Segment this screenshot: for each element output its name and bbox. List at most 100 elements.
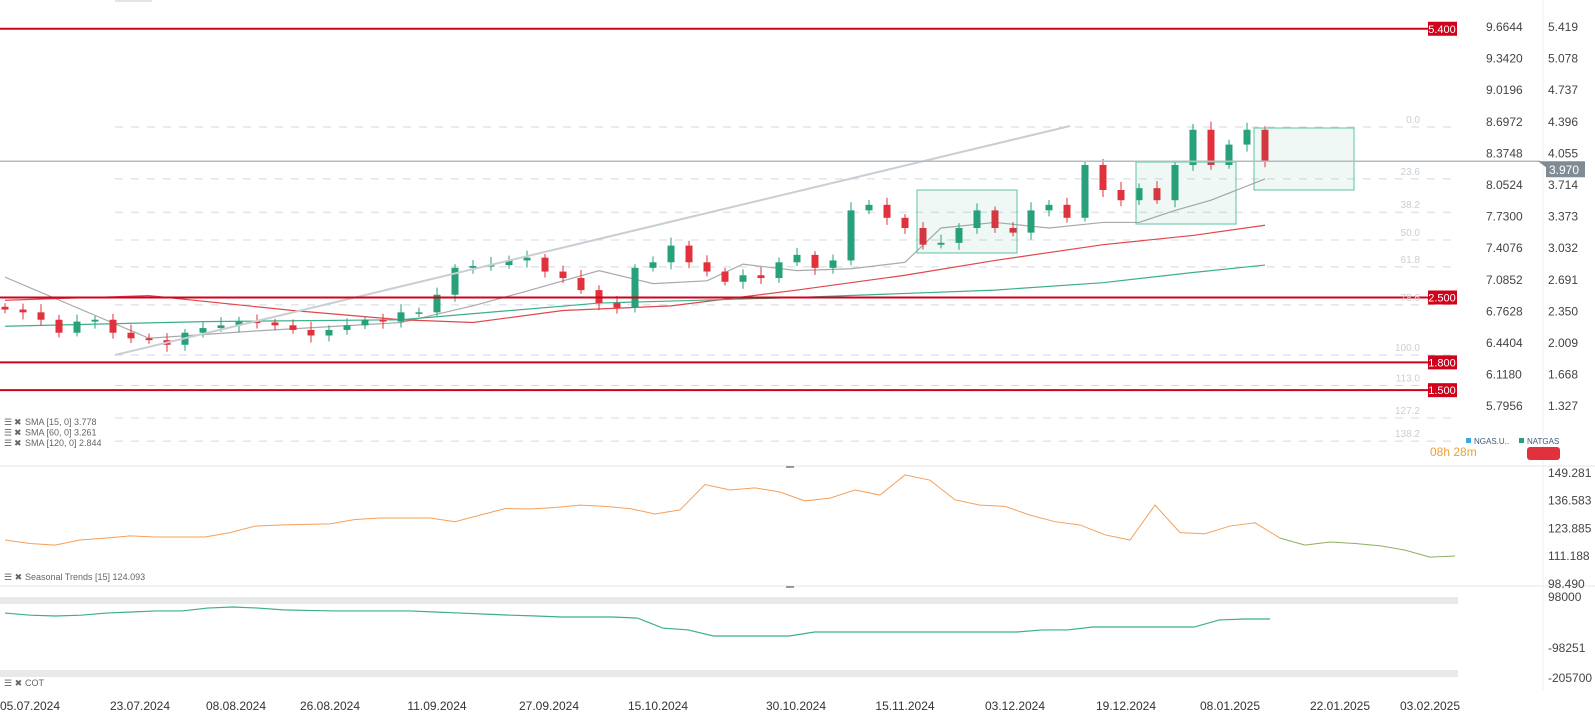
candle-down[interactable] bbox=[109, 319, 117, 333]
consolidation-box[interactable] bbox=[916, 189, 1018, 254]
candle-down[interactable] bbox=[685, 245, 693, 263]
indicator-menu-icon[interactable]: ☰ bbox=[4, 438, 12, 448]
candle-up[interactable] bbox=[91, 319, 99, 322]
sma-line-0[interactable] bbox=[4, 178, 1266, 339]
candle-down[interactable] bbox=[1009, 228, 1017, 233]
candle-down[interactable] bbox=[1261, 129, 1269, 162]
panel-resize-handle[interactable] bbox=[786, 586, 794, 588]
candle-up[interactable] bbox=[505, 260, 513, 266]
candle-up[interactable] bbox=[1081, 164, 1089, 218]
candle-down[interactable] bbox=[253, 321, 261, 324]
candle-down[interactable] bbox=[721, 271, 729, 282]
candle-down[interactable] bbox=[613, 303, 621, 308]
candle-up[interactable] bbox=[1045, 204, 1053, 211]
seasonal-trend-line[interactable] bbox=[4, 474, 1281, 546]
candle-down[interactable] bbox=[811, 254, 819, 268]
candle-down[interactable] bbox=[37, 312, 45, 320]
candle-down[interactable] bbox=[55, 319, 63, 333]
candle-down[interactable] bbox=[559, 271, 567, 279]
indicator-menu-icon[interactable]: ☰ bbox=[4, 428, 12, 438]
level-tag[interactable] bbox=[1428, 290, 1457, 305]
candle-up[interactable] bbox=[469, 265, 477, 268]
candle-up[interactable] bbox=[1243, 129, 1251, 145]
left-axis-tick: 6.7628 bbox=[1486, 304, 1523, 318]
candle-up[interactable] bbox=[865, 204, 873, 211]
right-axis-tick: 5.078 bbox=[1548, 52, 1578, 66]
indicator-close-icon[interactable]: ✖ bbox=[14, 428, 22, 438]
natgas-action-button[interactable] bbox=[1527, 447, 1560, 460]
candle-down[interactable] bbox=[1117, 190, 1125, 201]
seasonal-forecast-line[interactable] bbox=[1279, 537, 1456, 558]
level-tag[interactable] bbox=[1428, 21, 1457, 36]
candle-down[interactable] bbox=[289, 325, 297, 330]
cot-line[interactable] bbox=[4, 606, 1270, 637]
candle-up[interactable] bbox=[739, 275, 747, 282]
level-tag[interactable] bbox=[1428, 355, 1457, 370]
sma-line-1[interactable] bbox=[4, 224, 1266, 324]
right-axis-tick: 2.009 bbox=[1548, 336, 1578, 350]
candle-down[interactable] bbox=[757, 275, 765, 279]
candle-up[interactable] bbox=[793, 254, 801, 263]
panel-resize-handle[interactable] bbox=[786, 466, 794, 468]
candle-down[interactable] bbox=[1153, 188, 1161, 201]
trend-line[interactable] bbox=[114, 125, 1071, 356]
indicator-close-icon[interactable]: ✖ bbox=[14, 438, 22, 448]
candle-up[interactable] bbox=[235, 321, 243, 326]
candle-up[interactable] bbox=[199, 328, 207, 333]
candle-up[interactable] bbox=[1171, 164, 1179, 201]
candle-up[interactable] bbox=[523, 257, 531, 261]
candle-up[interactable] bbox=[325, 329, 333, 336]
candle-down[interactable] bbox=[1099, 164, 1107, 191]
candle-up[interactable] bbox=[1027, 210, 1035, 233]
candle-down[interactable] bbox=[541, 257, 549, 272]
natgas-legend-label[interactable]: NATGAS bbox=[1527, 437, 1559, 446]
indicator-menu-icon[interactable]: ☰ bbox=[4, 417, 12, 427]
candle-up[interactable] bbox=[433, 294, 441, 313]
candle-up[interactable] bbox=[775, 262, 783, 279]
right-axis-tick: 4.055 bbox=[1548, 146, 1578, 160]
candle-up[interactable] bbox=[1189, 129, 1197, 165]
candle-down[interactable] bbox=[271, 322, 279, 326]
candle-up[interactable] bbox=[217, 325, 225, 329]
candle-up[interactable] bbox=[829, 260, 837, 268]
consolidation-box[interactable] bbox=[1253, 127, 1355, 191]
level-tag[interactable] bbox=[1428, 383, 1457, 398]
candle-down[interactable] bbox=[307, 329, 315, 336]
candle-down[interactable] bbox=[883, 204, 891, 218]
fib-level-label: 38.2 bbox=[1401, 200, 1421, 211]
candle-down[interactable] bbox=[127, 332, 135, 339]
indicator-menu-icon[interactable]: ☰ ✖ bbox=[4, 572, 22, 582]
candle-down[interactable] bbox=[19, 309, 27, 313]
scroll-handle[interactable] bbox=[115, 0, 152, 2]
candle-down[interactable] bbox=[919, 228, 927, 245]
candle-up[interactable] bbox=[973, 210, 981, 229]
candle-up[interactable] bbox=[415, 312, 423, 314]
candle-down[interactable] bbox=[1, 306, 9, 310]
candle-up[interactable] bbox=[397, 312, 405, 322]
candle-up[interactable] bbox=[451, 267, 459, 295]
candle-up[interactable] bbox=[667, 245, 675, 263]
indicator-close-icon[interactable]: ✖ bbox=[14, 417, 22, 427]
consolidation-box[interactable] bbox=[1135, 161, 1237, 225]
candle-up[interactable] bbox=[955, 228, 963, 243]
ngas-legend-label[interactable]: NGAS.U.. bbox=[1474, 437, 1509, 446]
candle-down[interactable] bbox=[1207, 129, 1215, 165]
candle-down[interactable] bbox=[145, 338, 153, 341]
candle-up[interactable] bbox=[937, 242, 945, 245]
candle-up[interactable] bbox=[649, 262, 657, 268]
candle-down[interactable] bbox=[703, 262, 711, 272]
candle-up[interactable] bbox=[73, 321, 81, 333]
candle-up[interactable] bbox=[361, 319, 369, 326]
candle-down[interactable] bbox=[1063, 204, 1071, 218]
candle-down[interactable] bbox=[379, 319, 387, 322]
candle-down[interactable] bbox=[991, 210, 999, 229]
candle-down[interactable] bbox=[577, 278, 585, 291]
candle-up[interactable] bbox=[343, 325, 351, 330]
indicator-menu-icon[interactable]: ☰ ✖ bbox=[4, 678, 22, 688]
candle-up[interactable] bbox=[1225, 144, 1233, 165]
candle-down[interactable] bbox=[901, 217, 909, 229]
candle-up[interactable] bbox=[631, 267, 639, 308]
candle-up[interactable] bbox=[1135, 188, 1143, 201]
candle-up[interactable] bbox=[847, 210, 855, 261]
